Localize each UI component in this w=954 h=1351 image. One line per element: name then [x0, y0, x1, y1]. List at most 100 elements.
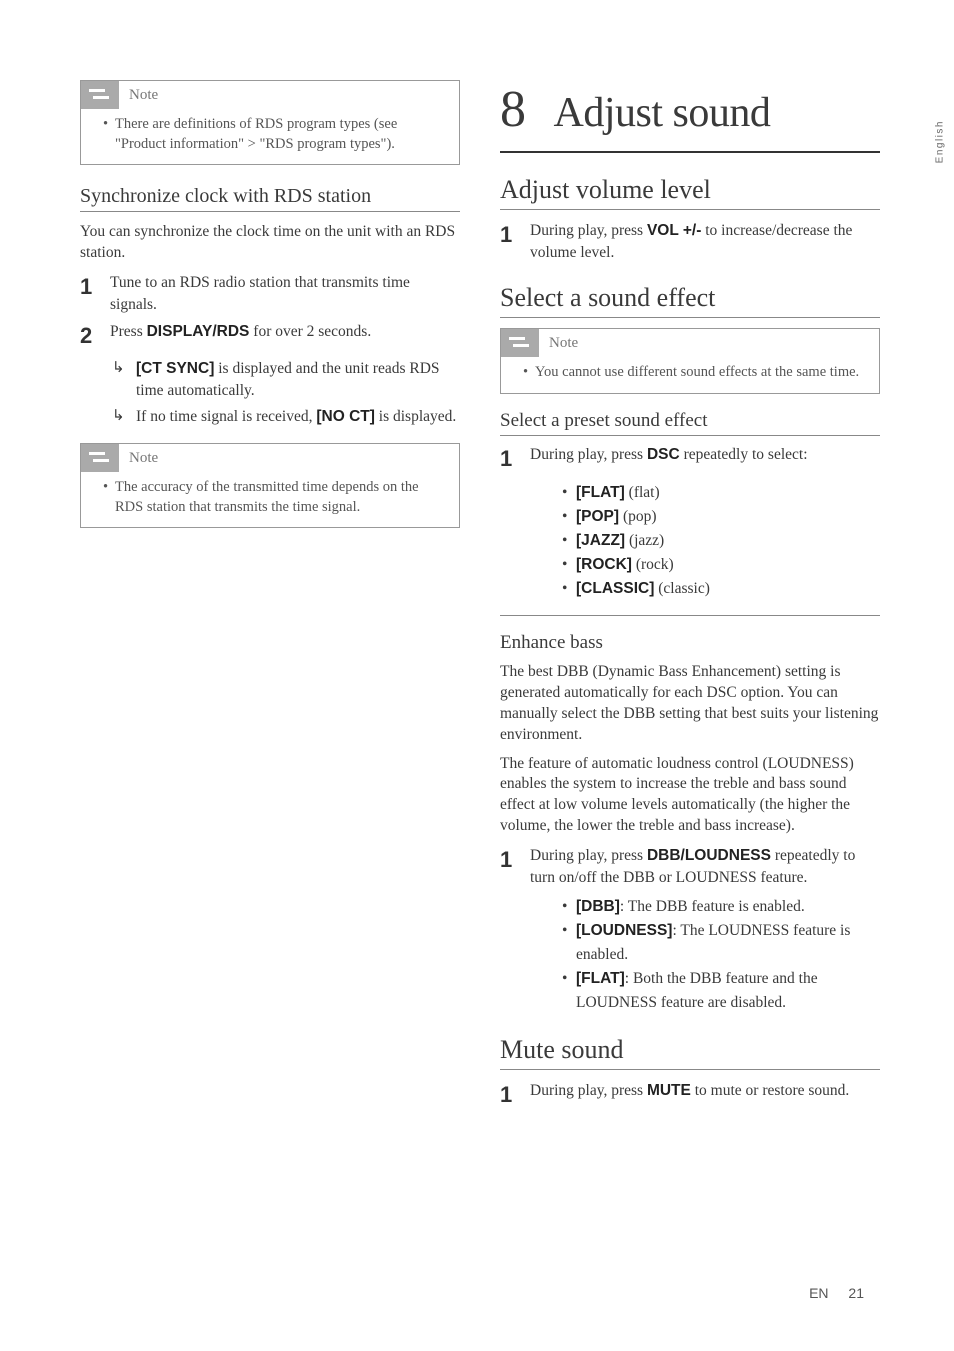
preset-label: (pop) [619, 508, 656, 525]
display-code: [CT SYNC] [136, 360, 214, 377]
heading-sound-effect: Select a sound effect [500, 283, 880, 318]
note-label: Note [549, 335, 578, 352]
text: to mute or restore sound. [691, 1082, 849, 1099]
preset-item: [FLAT] (flat) [562, 481, 880, 505]
note-box-effects: Note You cannot use different sound effe… [500, 328, 880, 394]
preset-label: (flat) [625, 484, 660, 501]
text: Press [110, 323, 147, 340]
mute-step: 1 During play, press MUTE to mute or res… [500, 1080, 880, 1111]
heading-sync-clock: Synchronize clock with RDS station [80, 185, 460, 212]
heading-volume: Adjust volume level [500, 175, 880, 210]
preset-item: [JAZZ] (jazz) [562, 529, 880, 553]
note-box-rds-types: Note There are definitions of RDS progra… [80, 80, 460, 165]
bass-para-2: The feature of automatic loudness contro… [500, 754, 880, 838]
step-number: 1 [500, 220, 516, 263]
bass-result-item: [FLAT]: Both the DBB feature and the LOU… [562, 967, 880, 1015]
note-body: You cannot use different sound effects a… [501, 357, 879, 393]
chapter-number: 8 [500, 80, 526, 139]
result-arrow-icon: ↳ [112, 358, 126, 401]
step-1: 1 Tune to an RDS radio station that tran… [80, 272, 460, 315]
page-footer: EN 21 [809, 1285, 864, 1301]
result-label: : The DBB feature is enabled. [620, 898, 805, 915]
bass-para-1: The best DBB (Dynamic Bass Enhancement) … [500, 662, 880, 746]
preset-label: (rock) [632, 556, 674, 573]
footer-lang: EN [809, 1285, 828, 1301]
preset-code: [POP] [576, 508, 619, 525]
result-arrow-icon: ↳ [112, 406, 126, 428]
preset-item: [CLASSIC] (classic) [562, 577, 880, 601]
note-text: The accuracy of the transmitted time dep… [103, 478, 445, 517]
page-columns: Note There are definitions of RDS progra… [80, 80, 894, 1116]
step-2: 2 Press DISPLAY/RDS for over 2 seconds. [80, 321, 460, 352]
result-1: ↳ [CT SYNC] is displayed and the unit re… [112, 358, 460, 401]
right-column: 8 Adjust sound Adjust volume level 1 Dur… [500, 80, 880, 1116]
language-tab: English [934, 120, 945, 163]
note-label: Note [129, 450, 158, 467]
note-box-accuracy: Note The accuracy of the transmitted tim… [80, 443, 460, 528]
volume-step: 1 During play, press VOL +/- to increase… [500, 220, 880, 263]
step-number: 1 [500, 1080, 516, 1111]
sync-intro: You can synchronize the clock time on th… [80, 222, 460, 264]
step-number: 1 [500, 845, 516, 888]
preset-item: [POP] (pop) [562, 505, 880, 529]
heading-preset: Select a preset sound effect [500, 410, 880, 436]
result-2: ↳ If no time signal is received, [NO CT]… [112, 406, 460, 428]
bass-result-item: [DBB]: The DBB feature is enabled. [562, 895, 880, 919]
note-icon [81, 81, 119, 109]
note-header: Note [81, 444, 459, 472]
display-code: [NO CT] [316, 408, 375, 425]
step-text: During play, press MUTE to mute or resto… [530, 1080, 880, 1111]
note-icon [501, 329, 539, 357]
chapter-title-text: Adjust sound [554, 89, 771, 137]
note-text: You cannot use different sound effects a… [523, 363, 865, 383]
heading-bass: Enhance bass [500, 632, 880, 654]
result-code: [DBB] [576, 898, 620, 915]
note-body: The accuracy of the transmitted time dep… [81, 472, 459, 527]
divider [500, 615, 880, 616]
note-body: There are definitions of RDS program typ… [81, 109, 459, 164]
step-text: Tune to an RDS radio station that transm… [110, 272, 460, 315]
result-code: [FLAT] [576, 970, 625, 987]
result-code: [LOUDNESS] [576, 922, 672, 939]
button-ref: DISPLAY/RDS [147, 323, 250, 340]
step-number: 1 [80, 272, 96, 315]
preset-code: [ROCK] [576, 556, 632, 573]
preset-code: [JAZZ] [576, 532, 625, 549]
note-label: Note [129, 87, 158, 104]
note-icon [81, 444, 119, 472]
note-header: Note [501, 329, 879, 357]
step-text: During play, press DSC repeatedly to sel… [530, 444, 880, 475]
button-ref: DSC [647, 446, 680, 463]
button-ref: MUTE [647, 1082, 691, 1099]
bass-result-item: [LOUDNESS]: The LOUDNESS feature is enab… [562, 919, 880, 967]
text: During play, press [530, 222, 647, 239]
preset-item: [ROCK] (rock) [562, 553, 880, 577]
left-column: Note There are definitions of RDS progra… [80, 80, 460, 1116]
text: If no time signal is received, [136, 408, 316, 425]
bass-result-list: [DBB]: The DBB feature is enabled.[LOUDN… [562, 895, 880, 1015]
text: is displayed. [375, 408, 456, 425]
result-text: [CT SYNC] is displayed and the unit read… [136, 358, 460, 401]
note-text: There are definitions of RDS program typ… [103, 115, 445, 154]
step-text: During play, press DBB/LOUDNESS repeated… [530, 845, 880, 888]
preset-label: (jazz) [625, 532, 664, 549]
button-ref: VOL +/- [647, 222, 701, 239]
preset-code: [FLAT] [576, 484, 625, 501]
step-number: 2 [80, 321, 96, 352]
bass-step: 1 During play, press DBB/LOUDNESS repeat… [500, 845, 880, 888]
heading-mute: Mute sound [500, 1035, 880, 1070]
result-text: If no time signal is received, [NO CT] i… [136, 406, 456, 428]
preset-code: [CLASSIC] [576, 580, 654, 597]
note-header: Note [81, 81, 459, 109]
text: for over 2 seconds. [249, 323, 371, 340]
chapter-heading: 8 Adjust sound [500, 80, 880, 153]
step-text: During play, press VOL +/- to increase/d… [530, 220, 880, 263]
step-number: 1 [500, 444, 516, 475]
preset-list: [FLAT] (flat)[POP] (pop)[JAZZ] (jazz)[RO… [562, 481, 880, 601]
text: repeatedly to select: [680, 446, 808, 463]
step-text: Press DISPLAY/RDS for over 2 seconds. [110, 321, 460, 352]
preset-label: (classic) [654, 580, 710, 597]
text: During play, press [530, 847, 647, 864]
text: During play, press [530, 446, 647, 463]
preset-step: 1 During play, press DSC repeatedly to s… [500, 444, 880, 475]
